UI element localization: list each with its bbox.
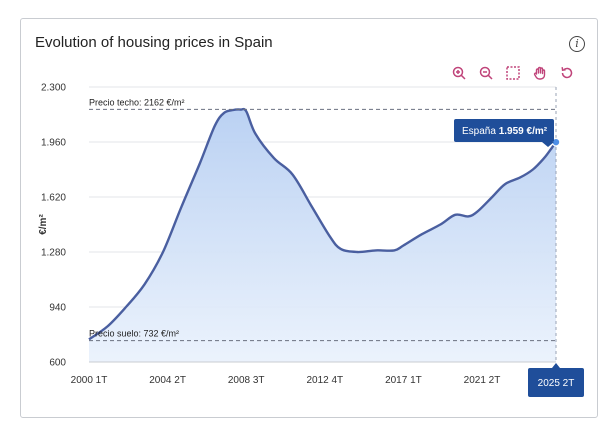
value-tooltip-pointer (542, 142, 554, 147)
series-line-espana (88, 107, 557, 341)
ceiling-price-label: Precio techo: 2162 €/m² (89, 97, 185, 107)
x-tick-label: 2021 2T (464, 375, 501, 386)
y-tick-label: 2.300 (41, 83, 66, 94)
y-tick-label: 1.280 (41, 248, 66, 259)
x-tick-label: 2017 1T (385, 375, 422, 386)
x-tick-label: 2012 4T (306, 375, 343, 386)
value-tooltip (454, 119, 554, 142)
zoom-out-icon[interactable] (478, 65, 494, 81)
x-tick-label: 2025 2T (538, 378, 575, 389)
x-tooltip-box (528, 368, 584, 397)
x-tooltip-pointer (552, 363, 560, 368)
y-tick-label: 940 (49, 303, 66, 314)
pan-icon[interactable] (532, 65, 548, 81)
x-tick-label: 2000 1T (71, 375, 108, 386)
series-area-espana (89, 109, 556, 362)
selection-zoom-icon[interactable] (505, 65, 521, 81)
chart-title: Evolution of housing prices in Spain (35, 34, 273, 51)
floor-price-label: Precio suelo: 732 €/m² (89, 329, 179, 339)
y-axis-label: €/m² (38, 214, 49, 235)
tooltip-series-name: España (462, 126, 499, 137)
reset-zoom-icon[interactable] (559, 65, 575, 81)
x-tick-label: 2004 2T (149, 375, 186, 386)
y-tick-label: 1.620 (41, 193, 66, 204)
x-tick-label: 2008 3T (228, 375, 265, 386)
tooltip-value: 1.959 €/m² (499, 126, 548, 137)
y-tick-label: 600 (49, 358, 66, 369)
y-tick-label: 1.960 (41, 138, 66, 149)
zoom-in-icon[interactable] (451, 65, 467, 81)
value-tooltip-text: España 1.959 €/m² (462, 126, 548, 137)
info-icon[interactable]: i (569, 36, 585, 52)
